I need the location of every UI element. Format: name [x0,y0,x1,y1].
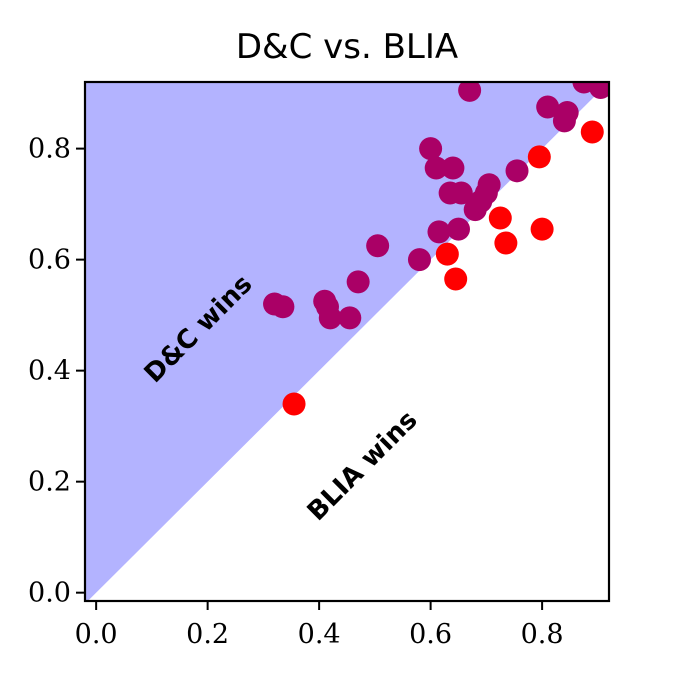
x-tick-label: 0.0 [75,619,118,650]
y-tick-label: 0.8 [28,134,71,165]
data-point [505,159,529,183]
points-layer [263,82,609,416]
data-point [530,217,554,241]
data-point [441,156,465,180]
region-label-blia-wins: BLIA wins [302,405,424,527]
data-point [427,220,451,244]
data-point [527,145,551,169]
plot-area: D&C wins BLIA wins [85,82,609,601]
data-point [488,206,512,230]
y-tick-label: 0.4 [28,356,71,387]
data-point [477,173,501,197]
y-tick-label: 0.6 [28,245,71,276]
data-point [271,295,295,319]
data-point [366,234,390,258]
data-point [589,82,609,100]
data-point [338,306,362,330]
x-tick-label: 0.6 [409,619,452,650]
data-point [424,156,448,180]
x-tick-label: 0.2 [186,619,229,650]
data-point [435,242,459,266]
plot-frame [83,80,611,603]
data-point [580,120,604,144]
x-tick-label: 0.8 [521,619,564,650]
y-tick-label: 0.0 [28,578,71,609]
y-tick-label: 0.2 [28,467,71,498]
data-point [494,231,518,255]
data-point [346,270,370,294]
axes: 0.0 0.2 0.4 0.6 0.8 0.0 0.2 0.4 0.6 0.8 [28,134,564,650]
data-point [536,95,560,119]
data-point [555,101,579,125]
data-point [446,217,470,241]
chart-title: D&C vs. BLIA [236,27,458,67]
data-point [318,306,342,330]
data-point [449,181,473,205]
data-point [444,267,468,291]
data-point [282,392,306,416]
data-point [407,248,431,272]
x-tick-label: 0.4 [298,619,341,650]
data-point [458,82,482,102]
data-point [419,137,443,161]
